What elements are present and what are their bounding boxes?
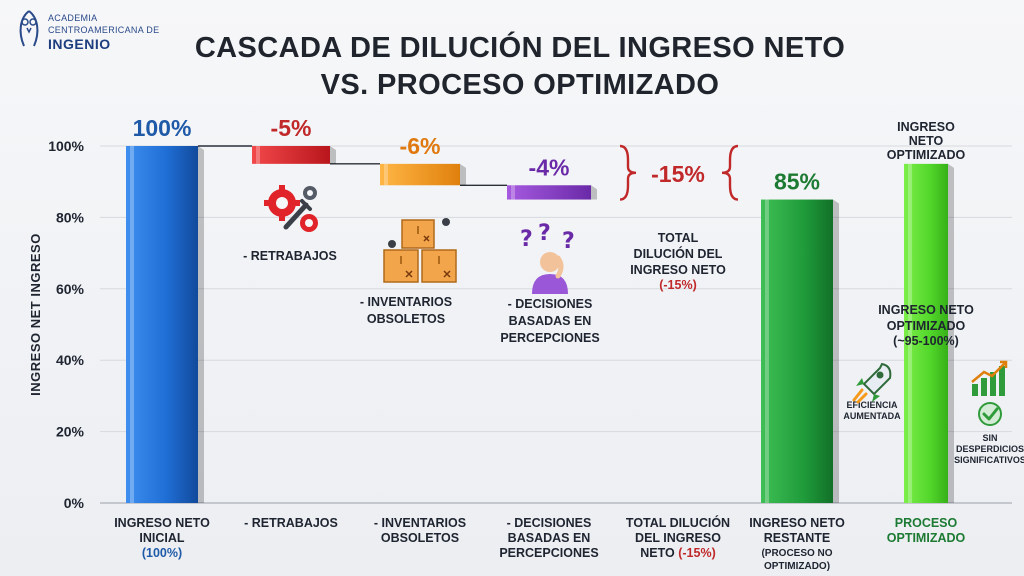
annotation-sin-desperdicios-2: DESPERDICIOS — [956, 444, 1024, 454]
bar-side — [460, 163, 466, 186]
svg-text:?: ? — [562, 229, 575, 254]
category-label-4: DEL INGRESO — [635, 531, 721, 545]
annotation-optimized-mid-2: OPTIMIZADO — [887, 319, 966, 333]
bar-6 — [904, 163, 954, 503]
category-label-2: OBSOLETOS — [381, 531, 459, 545]
category-label-6: OPTIMIZADO — [887, 531, 966, 545]
annotation-total-1: TOTAL — [658, 231, 699, 245]
boxes-bugs-icon — [383, 218, 457, 283]
value-label-total-dilution: -15% — [651, 161, 705, 187]
rocket-icon — [852, 362, 892, 404]
value-label-5: 85% — [774, 169, 820, 195]
category-label-extra-0: (100%) — [142, 546, 182, 560]
category-label-0: INICIAL — [139, 531, 185, 545]
y-tick-label: 40% — [56, 352, 85, 368]
y-tick-label: 60% — [56, 281, 85, 297]
bar-highlight — [908, 163, 912, 503]
gears-wrench-icon — [264, 185, 318, 232]
bar-side — [330, 146, 336, 164]
bar-0 — [126, 146, 204, 503]
category-sublabel-5: OPTIMIZADO) — [764, 561, 830, 572]
logo-line-3: INGENIO — [48, 36, 111, 52]
bar-face — [761, 199, 833, 504]
annotation-inventarios-1: - INVENTARIOS — [360, 295, 452, 309]
checkmark-badge-icon — [978, 402, 1002, 426]
logo-line-1: ACADEMIA — [48, 13, 98, 23]
category-label-3: - DECISIONES — [507, 516, 592, 530]
owl-logo-icon — [19, 10, 39, 47]
category-label-extra-4: NETO (-15%) — [640, 546, 716, 560]
annotation-optimized-top-3: OPTIMIZADO — [887, 148, 966, 162]
category-label-0: INGRESO NETO — [114, 516, 210, 530]
annotation-inventarios-2: OBSOLETOS — [367, 312, 445, 326]
chart-title-line-2: VS. PROCESO OPTIMIZADO — [320, 69, 720, 101]
annotation-sin-desperdicios-1: SIN — [982, 433, 997, 443]
bar-face — [126, 146, 198, 503]
annotation-total-2: DILUCIÓN DEL — [634, 246, 723, 261]
category-label-4: TOTAL DILUCIÓN — [626, 515, 730, 530]
annotation-decisiones-1: - DECISIONES — [508, 297, 593, 311]
y-tick-label: 100% — [48, 138, 84, 154]
annotation-total-pct: (-15%) — [659, 278, 697, 292]
annotation-optimized-top-2: NETO — [909, 134, 944, 148]
annotation-optimized-mid-1: INGRESO NETO — [878, 303, 974, 317]
value-label-3: -4% — [529, 154, 570, 180]
category-label-3: PERCEPCIONES — [499, 546, 598, 560]
category-label-6: PROCESO — [895, 516, 958, 530]
svg-text:?: ? — [520, 227, 533, 252]
annotation-decisiones-3: PERCEPCIONES — [500, 331, 599, 345]
chart-title-line-1: CASCADA DE DILUCIÓN DEL INGRESO NETO — [194, 32, 846, 64]
svg-text:?: ? — [538, 221, 551, 246]
bar-highlight — [384, 163, 388, 186]
category-label-1: - RETRABAJOS — [244, 516, 338, 530]
bar-highlight — [130, 146, 134, 503]
academy-logo: ACADEMIA CENTROAMERICANA DE INGENIO — [14, 6, 214, 56]
category-label-5: INGRESO NETO — [749, 516, 845, 530]
annotation-eficiencia-1: EFICIENCIA — [846, 400, 898, 410]
y-tick-label: 20% — [56, 424, 85, 440]
bar-highlight — [256, 146, 260, 164]
y-tick-label: 80% — [56, 209, 85, 225]
dilution-bracket — [619, 144, 637, 201]
category-label-2: - INVENTARIOS — [374, 516, 466, 530]
value-label-2: -6% — [400, 133, 441, 159]
value-label-1: -5% — [271, 115, 312, 141]
y-axis-label: INGRESO NET INGRESO — [28, 233, 43, 396]
growth-chart-icon — [971, 360, 1008, 396]
annotation-optimized-mid-3: (~95-100%) — [893, 334, 959, 348]
annotation-decisiones-2: BASADAS EN — [509, 314, 592, 328]
annotation-total-3: INGRESO NETO — [630, 263, 726, 277]
confused-person-icon: ? ? ? — [520, 221, 575, 294]
annotation-eficiencia-2: AUMENTADA — [843, 411, 901, 421]
category-label-3: BASADAS EN — [508, 531, 591, 545]
bar-highlight — [511, 185, 515, 200]
bar-2 — [380, 163, 466, 186]
bar-3 — [507, 185, 597, 200]
bar-side — [198, 146, 204, 503]
bar-face — [380, 163, 460, 186]
category-sublabel-5: (PROCESO NO — [761, 548, 832, 559]
bar-side — [591, 185, 597, 200]
annotation-sin-desperdicios-3: SIGNIFICATIVOS — [954, 455, 1024, 465]
bar-face — [252, 146, 330, 164]
bar-side — [833, 199, 839, 504]
value-label-0: 100% — [133, 115, 192, 141]
bar-1 — [252, 146, 336, 164]
chart-title: CASCADA DE DILUCIÓN DEL INGRESO NETO VS.… — [150, 30, 890, 104]
bar-5 — [761, 199, 839, 504]
y-tick-label: 0% — [64, 495, 85, 511]
bar-side — [948, 163, 954, 503]
dilution-bracket — [721, 144, 739, 201]
annotation-optimized-top-1: INGRESO — [897, 120, 955, 134]
bar-face — [904, 163, 948, 503]
bar-face — [507, 185, 591, 200]
category-label-5: RESTANTE — [764, 531, 830, 545]
annotation-retrabajos: - RETRABAJOS — [243, 249, 337, 263]
bar-highlight — [765, 199, 769, 504]
logo-line-2: CENTROAMERICANA DE — [48, 25, 160, 35]
